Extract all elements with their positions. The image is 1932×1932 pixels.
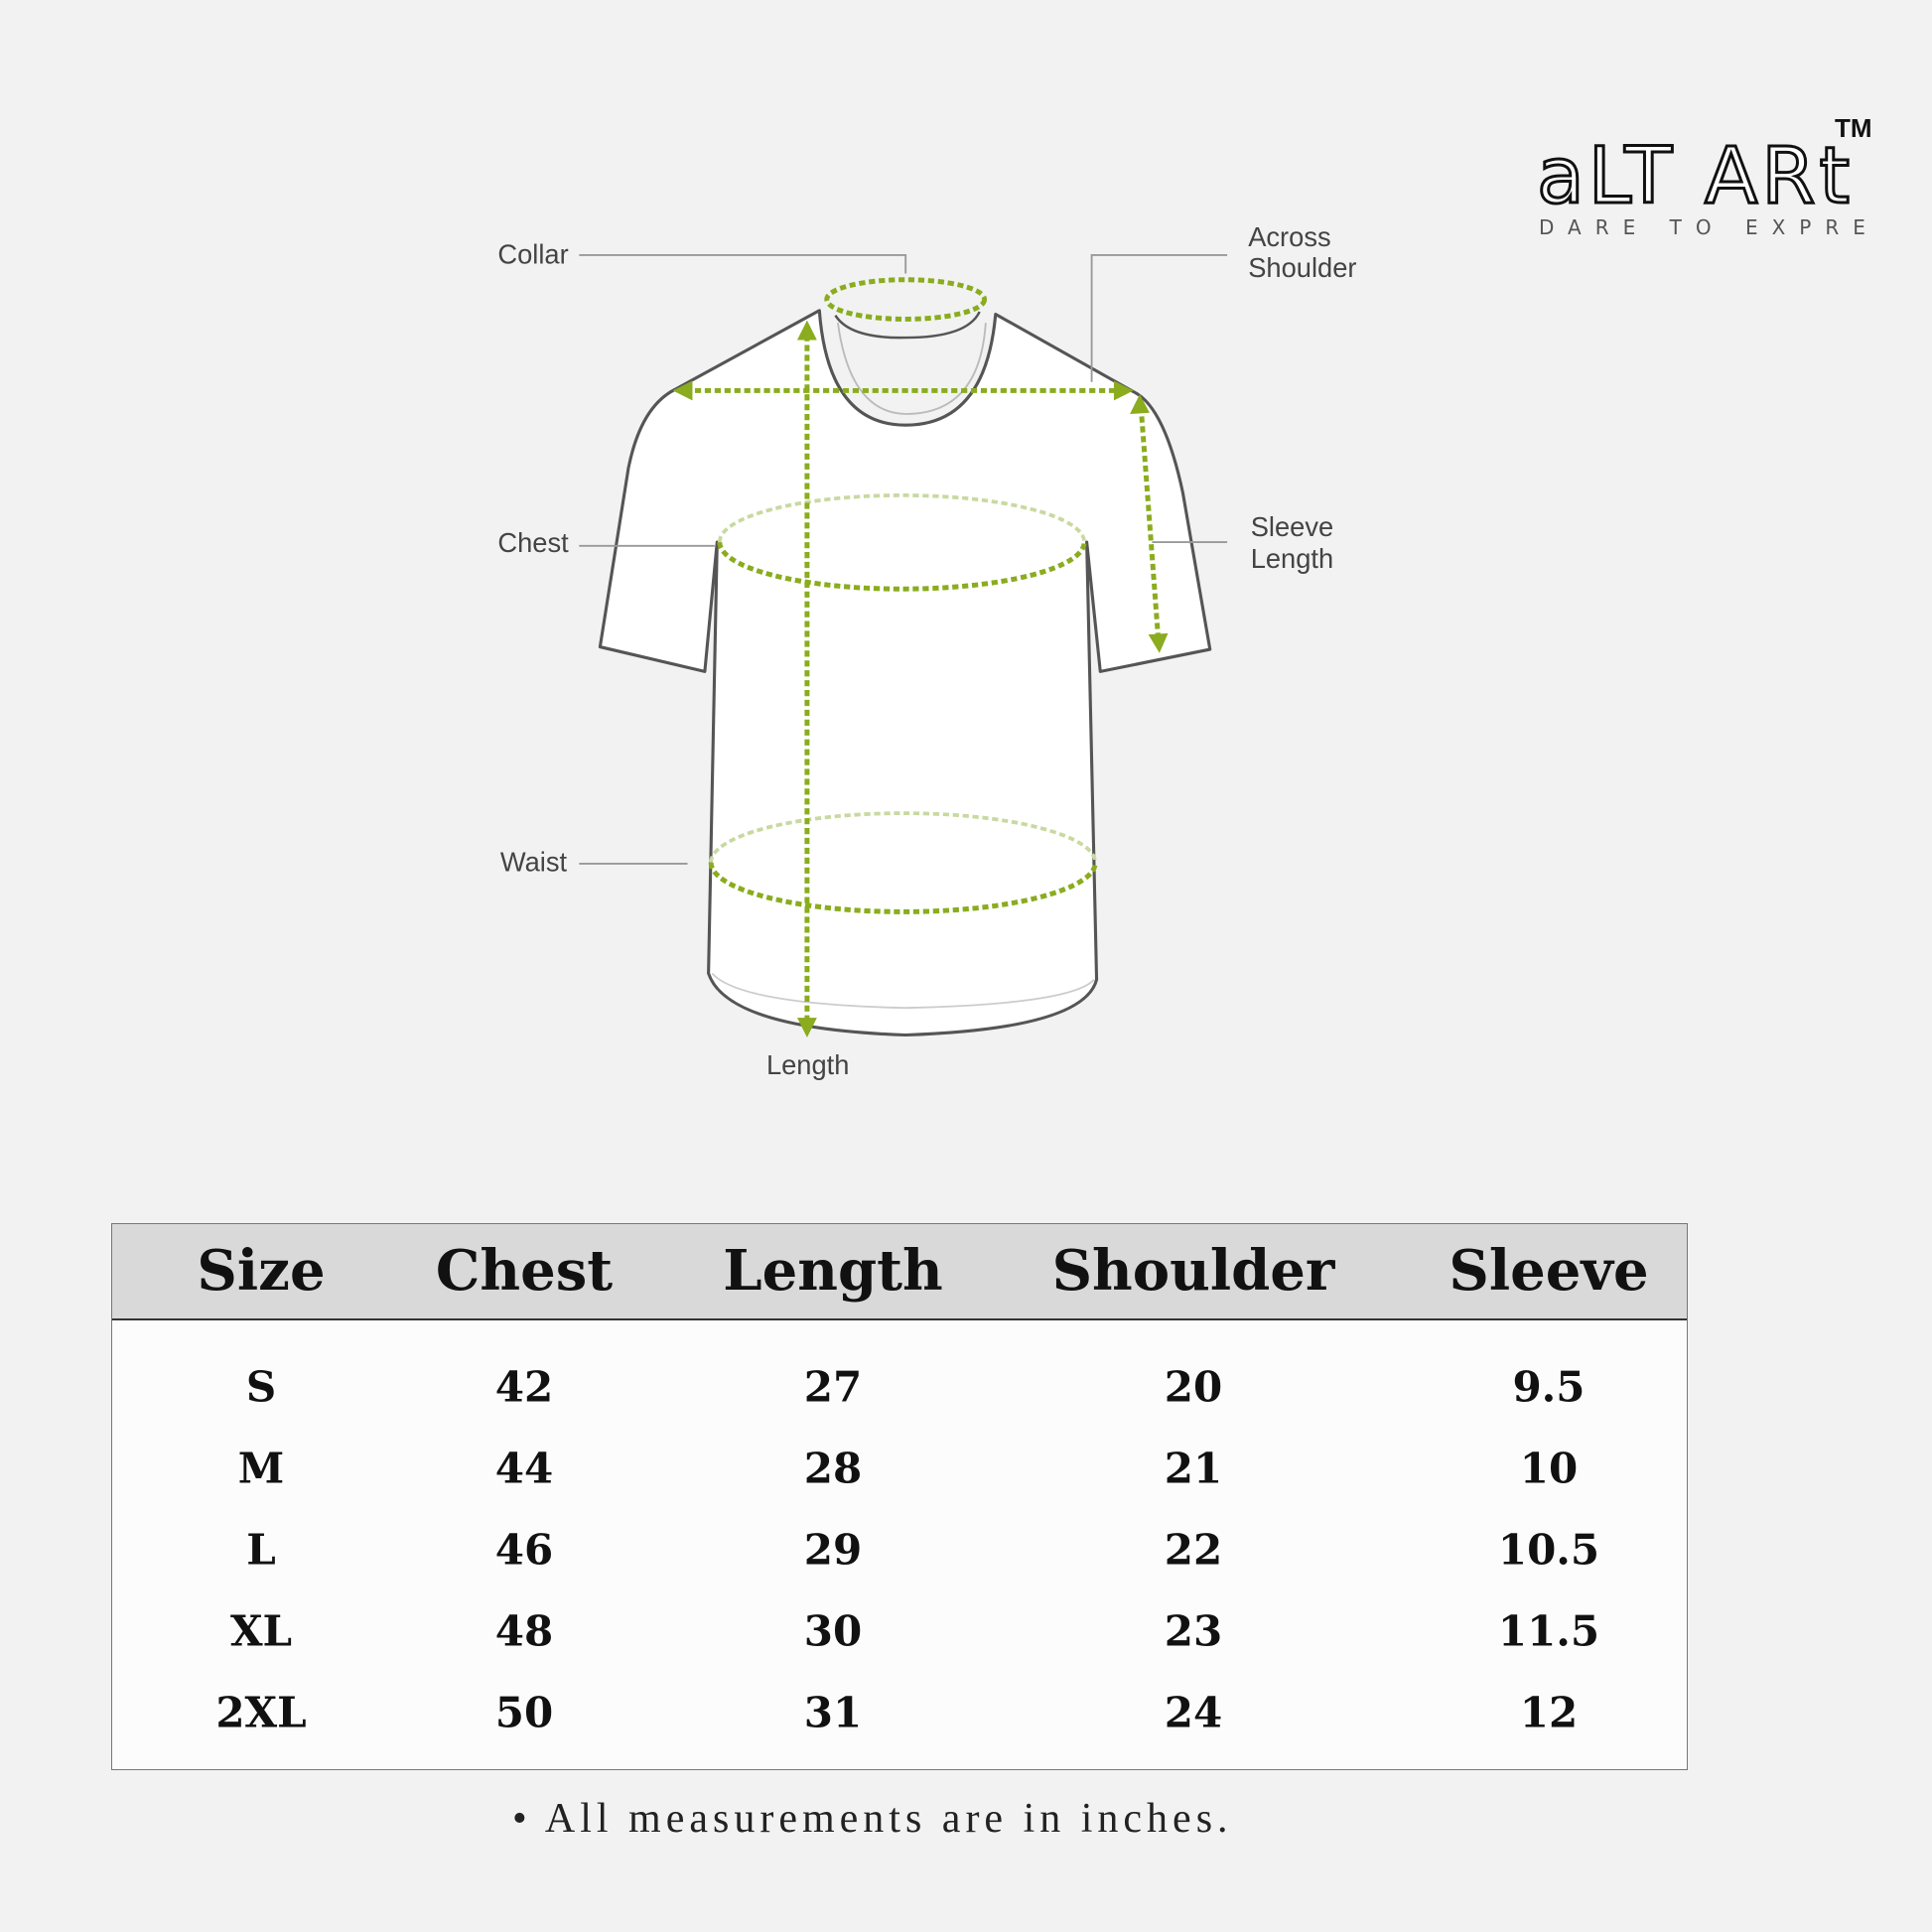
footnote-text: All measurements are in inches. [544,1796,1233,1842]
header-shoulder: Shoulder [1051,1238,1335,1304]
cell-chest: 44 [494,1444,554,1493]
arrowheads [672,320,1169,1037]
collar-guide [824,277,988,322]
label-sleeve-length-2: Length [1251,543,1333,574]
chest-guide-back [717,493,1087,543]
cell-shoulder: 23 [1164,1606,1223,1656]
cell-size: S [245,1362,277,1412]
label-collar: Collar [497,239,568,270]
leader-lines [579,253,1228,865]
table-header: Size Chest Length Shoulder Sleeve [112,1224,1687,1320]
logo-trademark: TM [1835,113,1872,143]
cell-shoulder: 21 [1164,1444,1223,1493]
cell-sleeve: 12 [1519,1688,1579,1737]
header-sleeve: Sleeve [1449,1238,1649,1304]
label-chest: Chest [497,527,569,558]
cell-shoulder: 20 [1164,1362,1223,1412]
cell-size: XL [229,1606,293,1656]
label-sleeve-length-1: Sleeve [1251,511,1333,542]
cell-length: 29 [803,1525,863,1575]
cell-shoulder: 22 [1164,1525,1223,1575]
footnote: • All measurements are in inches. [512,1796,1233,1842]
measurement-guides [685,277,1162,1024]
cell-length: 28 [803,1444,863,1493]
label-across-shoulder-1: Across [1248,221,1330,252]
logo-tagline: DARE TO EXPRESS [1539,215,1874,239]
label-across-shoulder-2: Shoulder [1248,252,1356,283]
header-chest: Chest [435,1238,614,1304]
chest-guide-front [717,541,1087,592]
cell-length: 30 [803,1606,863,1656]
logo-wordmark: aLT ARt [1537,132,1854,221]
waist-guide-back [709,811,1098,863]
cell-chest: 46 [494,1525,554,1575]
cell-chest: 48 [494,1606,554,1656]
cell-size: M [237,1444,285,1493]
cell-sleeve: 11.5 [1497,1606,1600,1656]
header-size: Size [197,1238,326,1304]
cell-sleeve: 9.5 [1512,1362,1586,1412]
cell-length: 27 [803,1362,863,1412]
cell-sleeve: 10 [1519,1444,1579,1493]
cell-chest: 42 [494,1362,554,1412]
cell-chest: 50 [494,1688,554,1737]
size-chart-table: Size Chest Length Shoulder Sleeve S 42 27 2… [111,1223,1688,1770]
tshirt-outline [598,309,1212,1037]
label-length: Length [766,1049,850,1080]
cell-length: 31 [803,1688,863,1737]
cell-sleeve: 10.5 [1497,1525,1600,1575]
waist-guide-front [708,862,1098,914]
header-length: Length [723,1238,943,1304]
label-waist: Waist [500,846,568,877]
cell-size: L [246,1525,276,1575]
cell-size: 2XL [215,1688,307,1737]
cell-shoulder: 24 [1164,1688,1223,1737]
brand-logo: aLT ARt TM DARE TO EXPRESS [1537,113,1874,239]
